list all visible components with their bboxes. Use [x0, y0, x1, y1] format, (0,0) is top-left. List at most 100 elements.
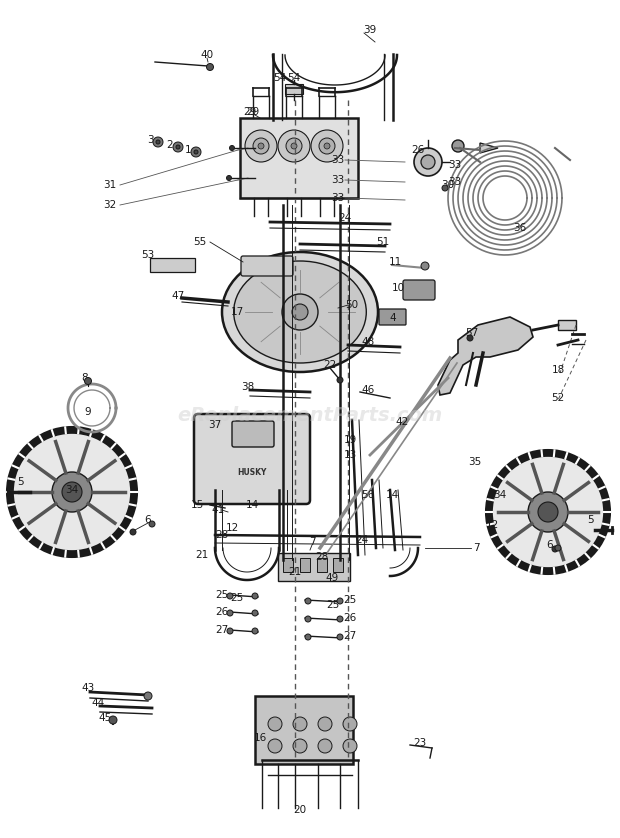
Text: 21: 21 [195, 550, 208, 560]
Circle shape [311, 130, 343, 162]
Text: 27: 27 [343, 631, 356, 641]
Circle shape [156, 140, 160, 144]
Text: 36: 36 [513, 223, 526, 233]
Text: 30: 30 [441, 180, 454, 190]
Text: 22: 22 [324, 360, 337, 370]
Circle shape [227, 610, 233, 616]
Circle shape [286, 138, 302, 154]
Circle shape [337, 377, 343, 383]
Circle shape [7, 427, 137, 557]
Text: 46: 46 [361, 385, 374, 395]
Circle shape [343, 739, 357, 753]
Circle shape [293, 739, 307, 753]
Text: 28: 28 [316, 552, 329, 562]
Circle shape [62, 482, 82, 502]
Circle shape [421, 262, 429, 270]
FancyBboxPatch shape [283, 558, 293, 572]
Text: 54: 54 [288, 73, 301, 83]
Text: 34: 34 [65, 485, 79, 495]
Text: 33: 33 [331, 155, 345, 165]
Circle shape [176, 145, 180, 149]
Text: 34: 34 [494, 490, 507, 500]
Text: 45: 45 [99, 713, 112, 723]
Circle shape [318, 717, 332, 731]
Text: 28: 28 [215, 530, 229, 540]
FancyBboxPatch shape [379, 309, 406, 325]
Text: HUSKY: HUSKY [237, 468, 267, 477]
Text: 41: 41 [211, 505, 224, 515]
Text: 44: 44 [91, 698, 105, 708]
Text: 4: 4 [390, 313, 396, 323]
Text: 33: 33 [448, 177, 462, 187]
FancyBboxPatch shape [285, 84, 303, 94]
Text: 26: 26 [412, 145, 425, 155]
Text: 19: 19 [343, 435, 356, 445]
Text: 11: 11 [388, 257, 402, 267]
Circle shape [319, 138, 335, 154]
Circle shape [206, 64, 213, 70]
Text: 33: 33 [448, 160, 462, 170]
Text: 26: 26 [343, 613, 356, 623]
Circle shape [305, 616, 311, 622]
Text: 54: 54 [273, 73, 286, 83]
Text: 20: 20 [293, 805, 306, 815]
Text: 9: 9 [85, 407, 91, 417]
Circle shape [291, 143, 297, 149]
Circle shape [268, 739, 282, 753]
Circle shape [84, 377, 92, 385]
Circle shape [337, 616, 343, 622]
Text: 39: 39 [363, 25, 376, 35]
Circle shape [268, 717, 282, 731]
Circle shape [552, 546, 558, 552]
Circle shape [194, 150, 198, 154]
Text: 53: 53 [141, 250, 154, 260]
Text: 25: 25 [215, 590, 229, 600]
Text: 6: 6 [144, 515, 151, 525]
FancyBboxPatch shape [300, 558, 310, 572]
Circle shape [153, 137, 163, 147]
Circle shape [442, 185, 448, 191]
Text: 13: 13 [343, 450, 356, 460]
Circle shape [282, 294, 318, 330]
Circle shape [227, 593, 233, 599]
Text: 14: 14 [386, 490, 399, 500]
Text: 26: 26 [215, 607, 229, 617]
Text: 7: 7 [472, 543, 479, 553]
Text: 48: 48 [361, 337, 374, 347]
Text: 5: 5 [587, 515, 593, 525]
Circle shape [414, 148, 442, 176]
Text: 25: 25 [343, 595, 356, 605]
Text: 27: 27 [215, 625, 229, 635]
Circle shape [492, 456, 604, 568]
Circle shape [318, 739, 332, 753]
Circle shape [452, 140, 464, 152]
Circle shape [173, 142, 183, 152]
Circle shape [528, 492, 568, 532]
Text: 23: 23 [414, 738, 427, 748]
Text: 12: 12 [485, 520, 498, 530]
FancyBboxPatch shape [333, 558, 343, 572]
Text: 43: 43 [81, 683, 95, 693]
Circle shape [324, 143, 330, 149]
FancyBboxPatch shape [278, 553, 350, 581]
Circle shape [292, 304, 308, 320]
Circle shape [486, 450, 610, 574]
Circle shape [191, 147, 201, 157]
Text: 7: 7 [309, 537, 316, 547]
Text: 3: 3 [147, 135, 153, 145]
Text: 51: 51 [376, 237, 389, 247]
Circle shape [252, 628, 258, 634]
FancyBboxPatch shape [240, 118, 358, 198]
Text: 57: 57 [466, 328, 479, 338]
Text: 32: 32 [104, 200, 117, 210]
Text: 33: 33 [331, 193, 345, 203]
Circle shape [229, 146, 234, 151]
Circle shape [226, 175, 231, 180]
Text: 52: 52 [551, 393, 565, 403]
Text: 42: 42 [396, 417, 409, 427]
Text: 29: 29 [244, 107, 257, 117]
Circle shape [144, 692, 152, 700]
Polygon shape [480, 143, 498, 153]
Circle shape [252, 593, 258, 599]
Polygon shape [438, 317, 533, 395]
